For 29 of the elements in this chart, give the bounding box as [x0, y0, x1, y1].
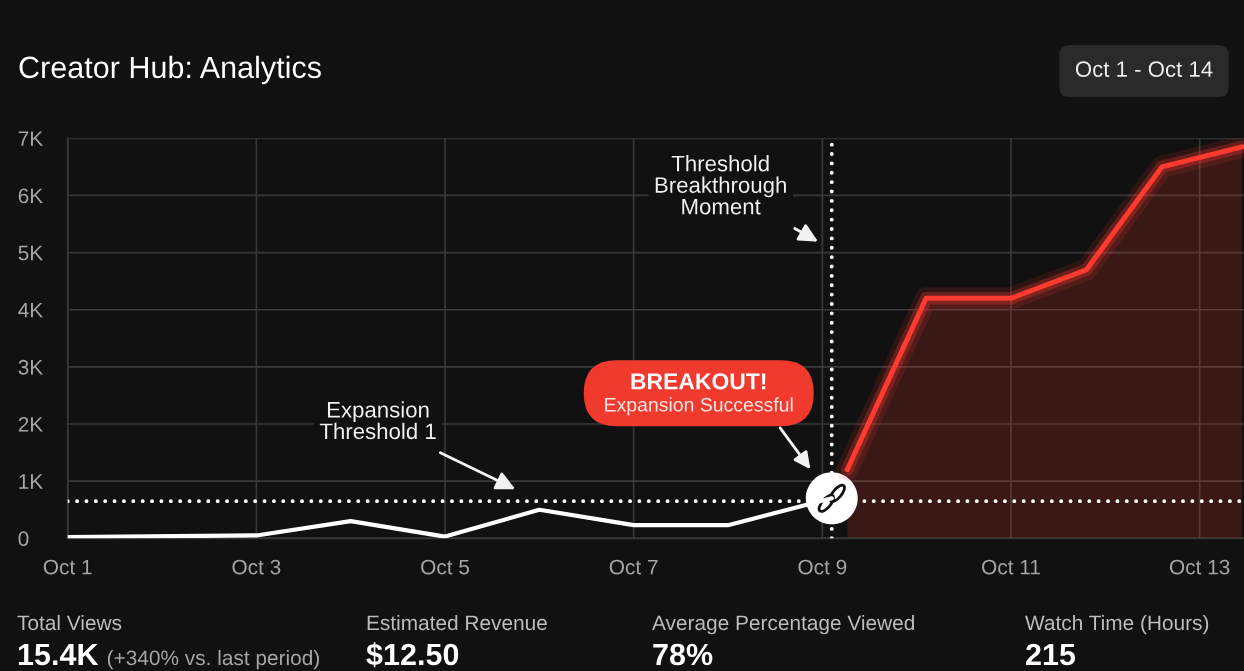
x-tick-label: Oct 7 [609, 559, 658, 575]
ref-line-label: Expansion Threshold 1 [319, 401, 436, 440]
x-tick-label: Oct 3 [232, 559, 281, 575]
text: 78% [653, 643, 713, 666]
x-tick-label: Oct 13 [1169, 559, 1230, 575]
ref-line-label: Threshold Breakthrough Moment [655, 155, 786, 215]
text: Watch Time (Hours) [1025, 614, 1209, 635]
text: 15.4K [18, 643, 99, 666]
text: Total Views [17, 614, 122, 631]
chart-title: Creator Hub: Analytics [19, 55, 321, 85]
annotation: BREAKOUT! Expansion Successful [605, 373, 793, 416]
y-tick-label: 5K [18, 245, 43, 261]
text: Average Percentage Viewed [652, 614, 914, 635]
y-tick-label: 0 [18, 531, 29, 547]
y-tick-label: 2K [18, 417, 43, 432]
y-tick-label: 3K [18, 359, 43, 375]
x-tick-label: Oct 9 [798, 559, 847, 575]
text: (+340% vs. last period) [107, 649, 319, 670]
chart-subtitle: Oct 1 - Oct 14 [1075, 61, 1213, 77]
x-tick-label: Oct 5 [421, 559, 470, 575]
y-tick-label: 6K [18, 188, 43, 204]
x-tick-label: Oct 11 [982, 559, 1040, 575]
y-tick-label: 7K [18, 131, 43, 146]
text: $12.50 [366, 642, 459, 668]
y-tick-label: 1K [19, 474, 43, 489]
x-tick-label: Oct 1 [43, 559, 92, 575]
text: Estimated Revenue [367, 614, 547, 631]
text: 215 [1026, 643, 1076, 666]
y-tick-label: 4K [18, 302, 43, 318]
